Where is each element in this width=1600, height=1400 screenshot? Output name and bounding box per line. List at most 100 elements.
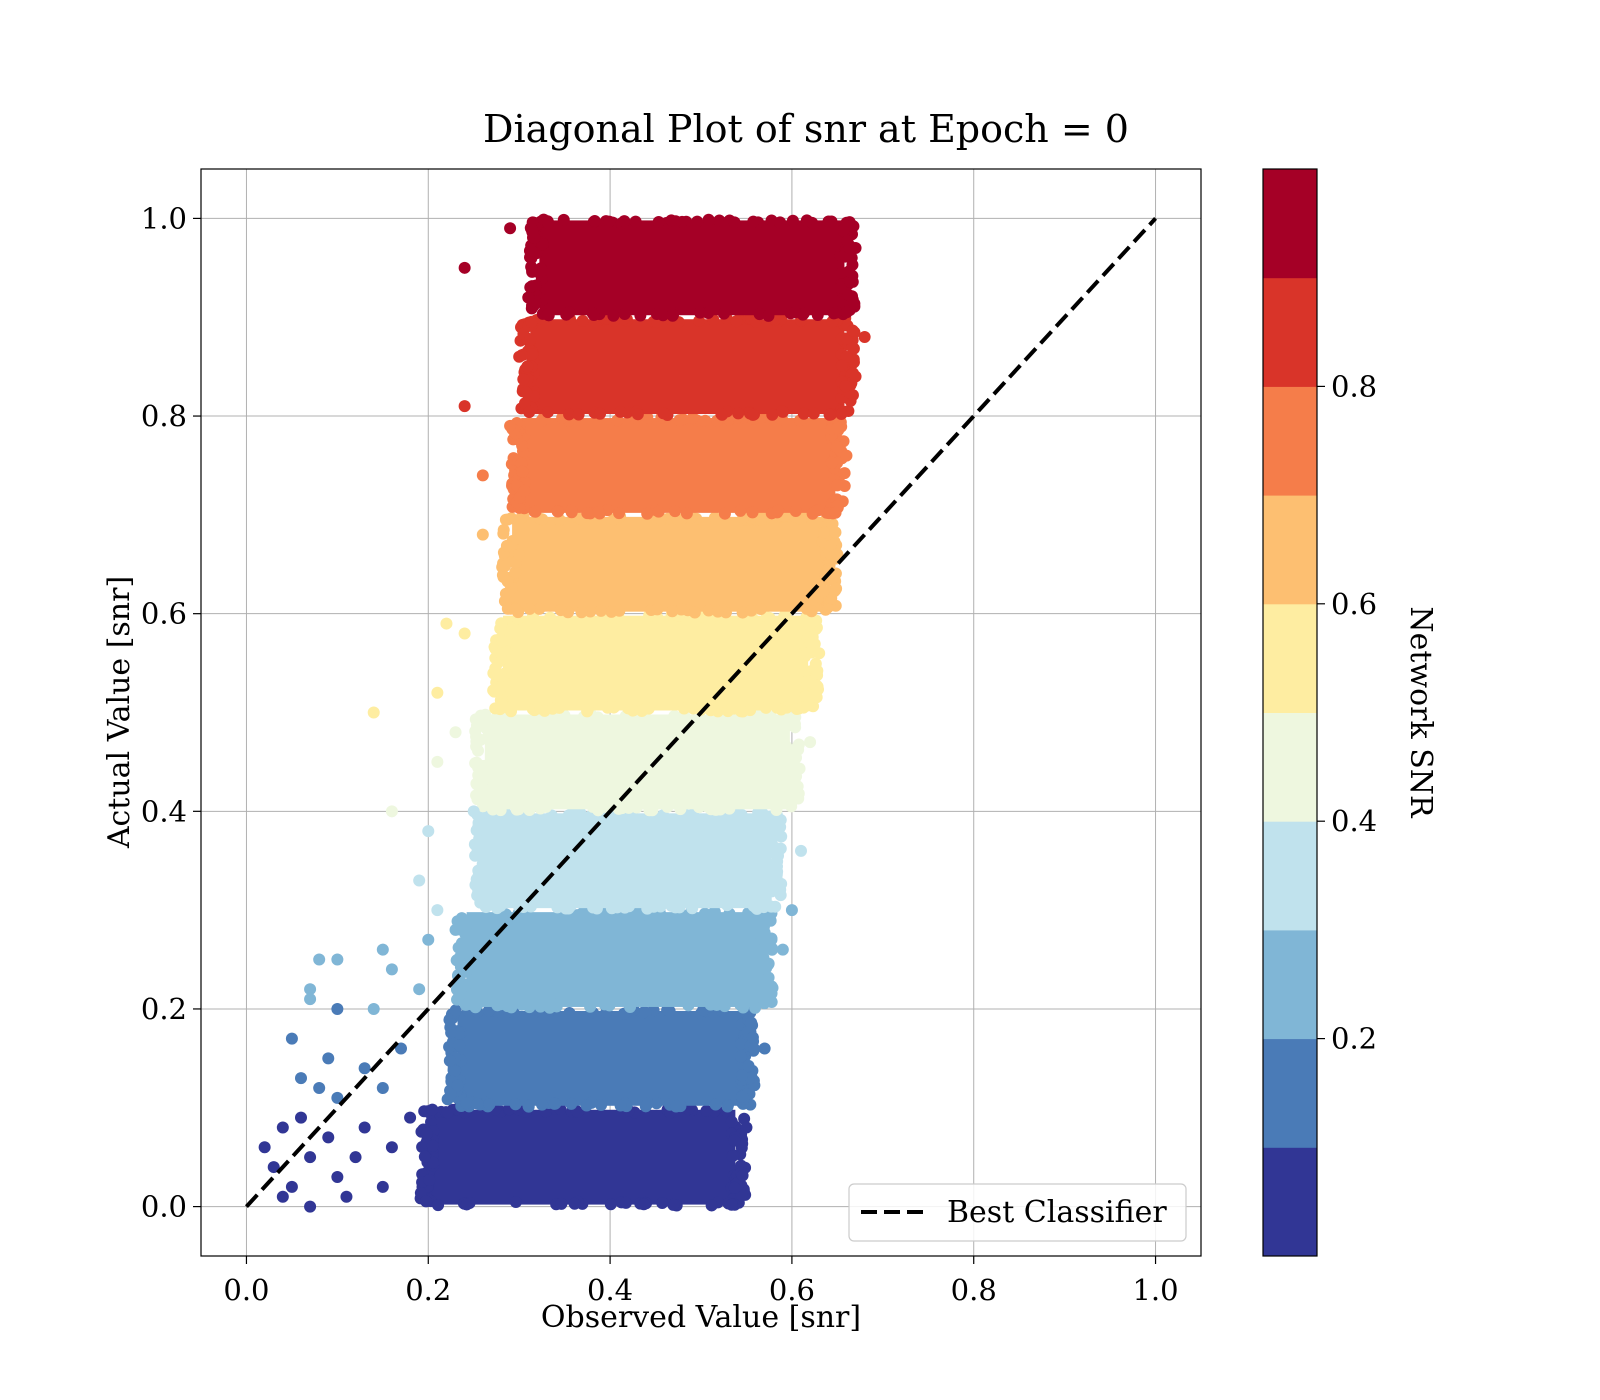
band-edge-point [624, 1001, 637, 1014]
band-edge-point [830, 582, 843, 595]
scatter-point-23 [413, 983, 426, 996]
band-edge-point [818, 526, 831, 539]
band-edge-point [753, 948, 766, 961]
band-edge-point [667, 308, 680, 321]
band-edge-point [726, 1150, 739, 1163]
band-edge-point [651, 603, 664, 616]
scatter-point-15 [431, 904, 444, 917]
band-edge-point [425, 1116, 438, 1129]
band-edge-point [759, 701, 772, 714]
band-0 [414, 1102, 752, 1212]
band-edge-point [505, 1001, 518, 1014]
scatter-point-34 [258, 1141, 271, 1154]
band-edge-point [835, 359, 848, 372]
band-edge-point [472, 819, 485, 832]
band-edge-point [823, 408, 836, 421]
band-edge-point [846, 324, 859, 337]
band-edge-point [533, 602, 546, 615]
band-edge-point [460, 978, 473, 991]
band-edge-point [764, 914, 777, 927]
band-edge-point [831, 421, 844, 434]
band-edge-point [774, 216, 787, 229]
band-edge-point [694, 306, 707, 319]
scatter-point-60 [849, 242, 862, 255]
scatter-point-8 [431, 686, 444, 699]
band-edge-point [711, 605, 724, 618]
scatter-point-18 [313, 953, 326, 966]
band-edge-point [688, 606, 701, 619]
band-edge-point [656, 1197, 669, 1210]
band-edge-point [521, 360, 534, 373]
colorbar-segment-8 [1263, 277, 1317, 387]
band-edge-point [448, 1065, 461, 1078]
scatter-point-9 [367, 706, 380, 719]
band-edge-point [544, 611, 557, 624]
band-edge-point [522, 1099, 535, 1112]
band-edge-point [785, 760, 798, 773]
band-edge-point [748, 1042, 761, 1055]
scatter-point-55 [804, 736, 817, 749]
x-tick-label-3: 0.6 [769, 1273, 815, 1307]
band-edge-point [496, 635, 509, 648]
band-edge-point [829, 526, 842, 539]
band-edge-point [661, 800, 674, 813]
band-edge-point [838, 467, 851, 480]
y-tick-label-5: 1.0 [141, 201, 187, 235]
band-edge-point [782, 789, 795, 802]
colorbar-tick-label-1: 0.4 [1331, 804, 1377, 838]
band-edge-point [495, 698, 508, 711]
band-edge-point [737, 1001, 750, 1014]
band-edge-point [803, 619, 816, 632]
scatter-point-14 [413, 874, 426, 887]
band-edge-point [629, 215, 642, 228]
band-edge-point [800, 647, 813, 660]
band-edge-point [799, 690, 812, 703]
band-edge-point [515, 512, 528, 525]
colorbar-segment-0 [1263, 1147, 1317, 1257]
band-edge-point [545, 809, 558, 822]
band-edge-point [675, 603, 688, 616]
scatter-point-63 [449, 923, 462, 936]
band-edge-point [587, 901, 600, 914]
band-edge-point [810, 679, 823, 692]
x-tick-label-1: 0.2 [405, 1273, 451, 1307]
band-edge-point [563, 306, 576, 319]
scatter-bands [414, 213, 861, 1212]
band-5 [487, 608, 825, 718]
band-edge-point [443, 1054, 456, 1067]
band-edge-point [763, 612, 776, 625]
band-edge-point [562, 809, 575, 822]
scatter-point-26 [285, 1032, 298, 1045]
band-edge-point [463, 929, 476, 942]
band-edge-point [785, 800, 798, 813]
colorbar-segment-3 [1263, 821, 1317, 931]
band-edge-point [477, 720, 490, 733]
band-edge-point [842, 288, 855, 301]
scatter-point-64 [495, 647, 507, 660]
band-edge-point [460, 1097, 473, 1110]
band-edge-point [702, 213, 715, 226]
band-edge-point [445, 1026, 458, 1039]
scatter-point-49 [404, 1111, 417, 1124]
scatter-point-39 [304, 1151, 317, 1164]
band-edge-point [673, 414, 686, 427]
band-edge-point [505, 705, 518, 718]
colorbar-label: Network SNR [1403, 606, 1438, 819]
band-edge-point [565, 1097, 578, 1110]
scatter-point-56 [813, 647, 826, 660]
scatter-point-41 [331, 1170, 344, 1183]
band-core-0 [430, 1109, 736, 1205]
band-edge-point [592, 505, 605, 518]
band-edge-point [708, 511, 721, 524]
band-edge-point [755, 513, 768, 526]
band-edge-point [642, 702, 655, 715]
band-edge-point [747, 215, 760, 228]
band-core-2 [466, 912, 763, 1007]
legend: Best Classifier [848, 1183, 1187, 1242]
band-edge-point [708, 905, 721, 918]
band-edge-point [538, 704, 551, 717]
band-edge-point [576, 906, 589, 919]
band-9 [523, 213, 861, 322]
band-edge-point [641, 1097, 654, 1110]
band-edge-point [432, 1199, 445, 1212]
